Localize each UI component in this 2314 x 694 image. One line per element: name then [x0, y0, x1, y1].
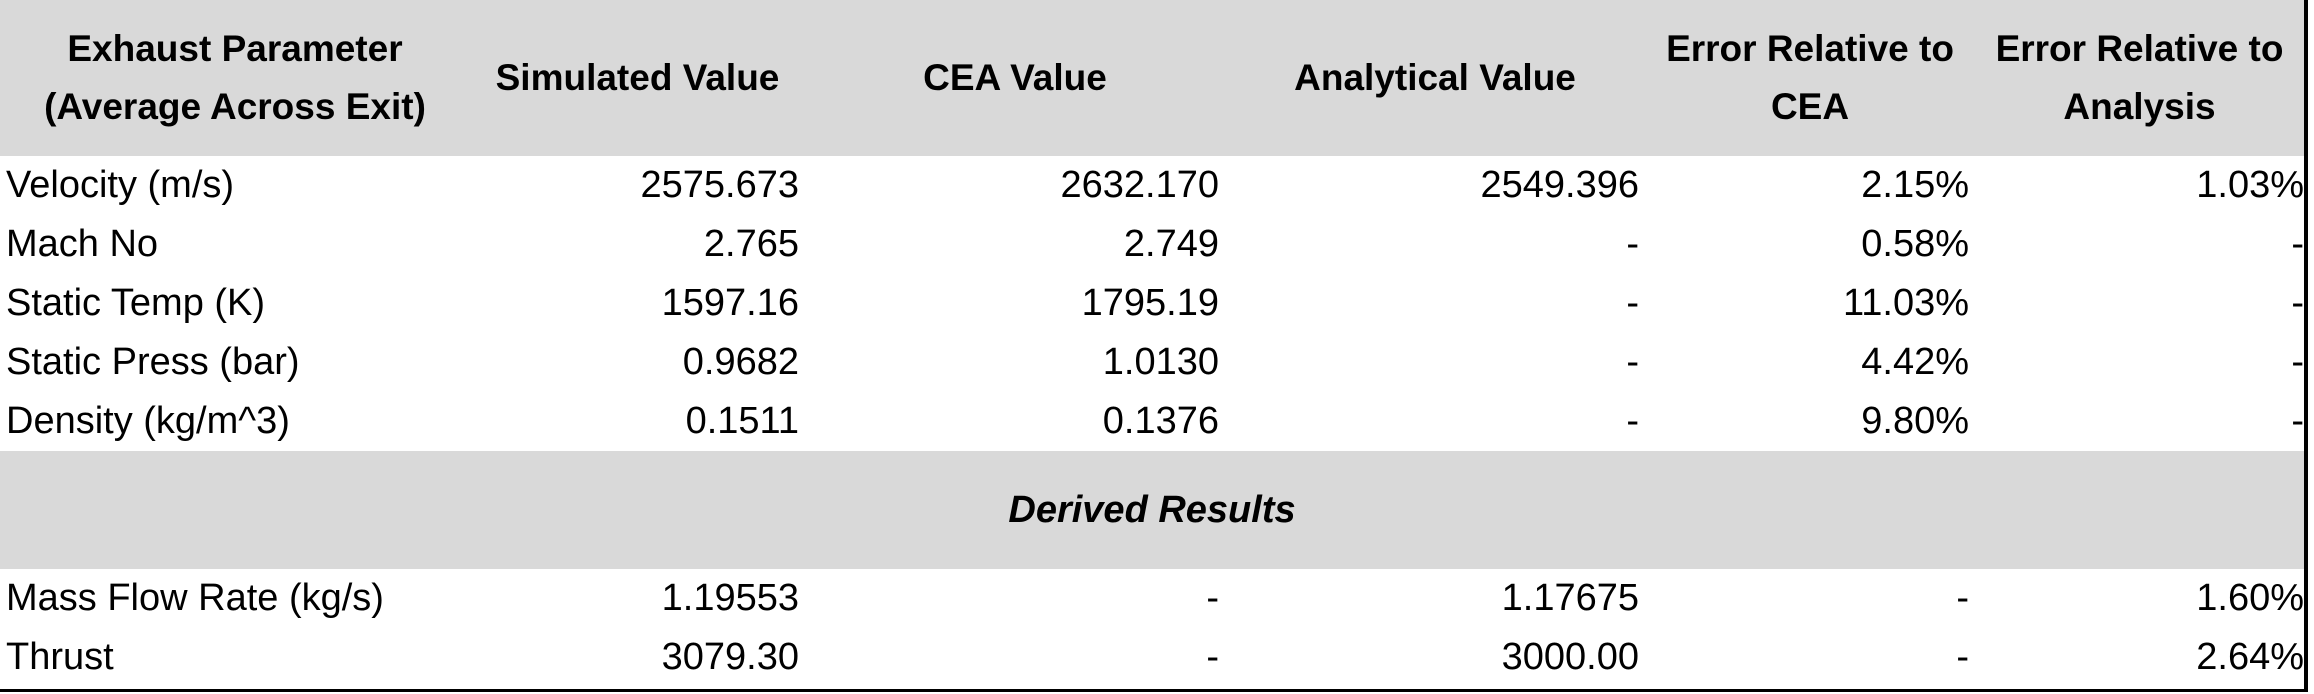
header-line: Analysis [2063, 86, 2216, 127]
error-cea-cell: 0.58% [1861, 223, 1969, 265]
table-row: Thrust 3079.30 - 3000.00 - 2.64% [0, 628, 2304, 687]
header-line: CEA [1770, 86, 1850, 127]
cea-cell: - [1206, 577, 1219, 619]
header-exhaust-parameter: Exhaust Parameter (Average Across Exit) [0, 0, 470, 156]
table-row: Static Press (bar) 0.9682 1.0130 - 4.42%… [0, 333, 2304, 392]
simulated-cell: 0.1511 [685, 400, 799, 442]
simulated-cell: 2.765 [703, 223, 799, 265]
simulated-cell: 1597.16 [661, 282, 799, 324]
header-line: CEA Value [923, 57, 1107, 98]
analytical-cell: - [1626, 282, 1639, 324]
error-cea-cell: 9.80% [1861, 400, 1969, 442]
table-row: Velocity (m/s) 2575.673 2632.170 2549.39… [0, 156, 2304, 215]
analytical-cell: - [1626, 341, 1639, 383]
parameter-cell: Thrust [6, 636, 114, 678]
error-analysis-cell: - [2291, 341, 2304, 383]
error-cea-cell: 2.15% [1861, 164, 1969, 206]
simulated-cell: 2575.673 [640, 164, 800, 206]
analytical-cell: 2549.396 [1480, 164, 1640, 206]
header-line: Error Relative to [1666, 28, 1954, 69]
analytical-cell: - [1626, 400, 1639, 442]
parameter-cell: Static Temp (K) [6, 282, 266, 324]
error-analysis-cell: - [2291, 223, 2304, 265]
cea-cell: 2.749 [1123, 223, 1219, 265]
cea-cell: 0.1376 [1102, 400, 1219, 442]
cea-cell: - [1206, 636, 1219, 678]
error-cea-cell: 11.03% [1842, 282, 1969, 324]
table-row: Mass Flow Rate (kg/s) 1.19553 - 1.17675 … [0, 569, 2304, 628]
error-cea-cell: - [1956, 577, 1969, 619]
header-line: Simulated Value [495, 57, 780, 98]
parameter-cell: Mach No [6, 223, 159, 265]
header-simulated-value: Simulated Value [470, 0, 805, 156]
table-row: Static Temp (K) 1597.16 1795.19 - 11.03%… [0, 274, 2304, 333]
header-line: Error Relative to [1995, 28, 2284, 69]
error-cea-cell: 4.42% [1861, 341, 1969, 383]
header-error-analysis: Error Relative to Analysis [1975, 0, 2304, 156]
error-cea-cell: - [1956, 636, 1969, 678]
section-title: Derived Results [0, 451, 2304, 569]
header-analytical-value: Analytical Value [1225, 0, 1645, 156]
header-line: Exhaust Parameter [67, 28, 403, 69]
error-analysis-cell: - [2291, 400, 2304, 442]
parameter-cell: Static Press (bar) [6, 341, 300, 383]
error-analysis-cell: 1.03% [2196, 164, 2304, 206]
analytical-cell: 1.17675 [1501, 577, 1639, 619]
header-cea-value: CEA Value [805, 0, 1225, 156]
parameter-cell: Density (kg/m^3) [6, 400, 290, 442]
analytical-cell: 3000.00 [1501, 636, 1639, 678]
cea-cell: 1.0130 [1102, 341, 1219, 383]
parameter-cell: Mass Flow Rate (kg/s) [6, 577, 384, 619]
error-analysis-cell: - [2291, 282, 2304, 324]
header-row: Exhaust Parameter (Average Across Exit) … [0, 0, 2304, 156]
header-line: (Average Across Exit) [44, 86, 426, 127]
cea-cell: 2632.170 [1060, 164, 1220, 206]
error-analysis-cell: 1.60% [2196, 577, 2304, 619]
table-row: Density (kg/m^3) 0.1511 0.1376 - 9.80% - [0, 392, 2304, 451]
cea-cell: 1795.19 [1081, 282, 1219, 324]
table-row: Mach No 2.765 2.749 - 0.58% - [0, 215, 2304, 274]
simulated-cell: 0.9682 [682, 341, 799, 383]
analytical-cell: - [1626, 223, 1639, 265]
error-analysis-cell: 2.64% [2196, 636, 2304, 678]
parameter-cell: Velocity (m/s) [6, 164, 235, 206]
header-line: Analytical Value [1294, 57, 1576, 98]
section-row: Derived Results [0, 451, 2304, 569]
header-error-cea: Error Relative to CEA [1645, 0, 1975, 156]
simulated-cell: 1.19553 [661, 577, 799, 619]
simulated-cell: 3079.30 [661, 636, 799, 678]
